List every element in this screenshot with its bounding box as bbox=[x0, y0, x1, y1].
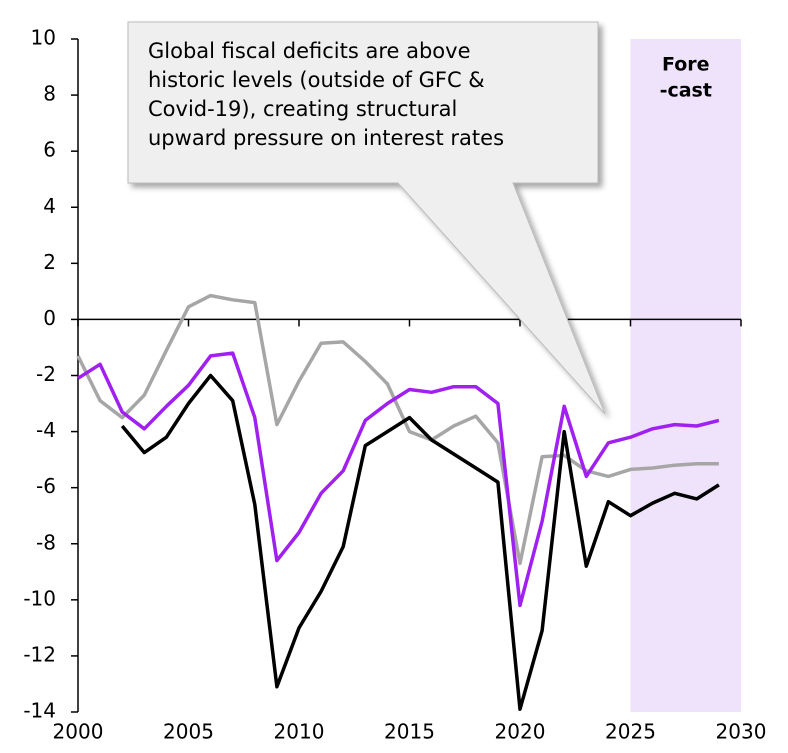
series-line bbox=[76, 293, 719, 566]
y-tick-label: -10 bbox=[23, 586, 56, 610]
y-tick-label: -8 bbox=[36, 530, 56, 554]
series-line bbox=[120, 373, 720, 711]
x-tick-label: 2025 bbox=[605, 720, 656, 744]
y-tick-label: 4 bbox=[43, 194, 56, 218]
forecast-label: Fore bbox=[662, 54, 710, 76]
y-tick-label: 0 bbox=[43, 306, 56, 330]
x-tick-label: 2020 bbox=[495, 720, 546, 744]
y-tick-label: 10 bbox=[31, 26, 56, 50]
series-line bbox=[77, 351, 720, 608]
y-tick-label: 2 bbox=[43, 250, 56, 274]
x-tick-label: 2010 bbox=[274, 720, 325, 744]
forecast-label: -cast bbox=[660, 80, 712, 102]
x-tick-label: 2015 bbox=[384, 720, 435, 744]
y-tick-label: -2 bbox=[36, 362, 56, 386]
y-tick-label: 6 bbox=[43, 138, 56, 162]
forecast-shade bbox=[630, 39, 741, 712]
callout-text: Covid-19), creating structural bbox=[148, 97, 457, 121]
x-tick-label: 2030 bbox=[716, 720, 767, 744]
callout-text: upward pressure on interest rates bbox=[148, 126, 504, 150]
y-tick-label: -4 bbox=[36, 418, 56, 442]
callout: Global fiscal deficits are above historic… bbox=[127, 21, 606, 415]
callout-text: historic levels (outside of GFC & bbox=[148, 68, 485, 92]
x-tick-label: 2000 bbox=[53, 720, 104, 744]
callout-text: Global fiscal deficits are above bbox=[148, 39, 471, 63]
y-tick-label: -6 bbox=[36, 474, 56, 498]
y-tick-label: -14 bbox=[23, 699, 56, 723]
y-tick-label: 8 bbox=[43, 82, 56, 106]
x-tick-label: 2005 bbox=[163, 720, 214, 744]
y-tick-label: -12 bbox=[23, 642, 56, 666]
callout-box bbox=[127, 21, 606, 415]
